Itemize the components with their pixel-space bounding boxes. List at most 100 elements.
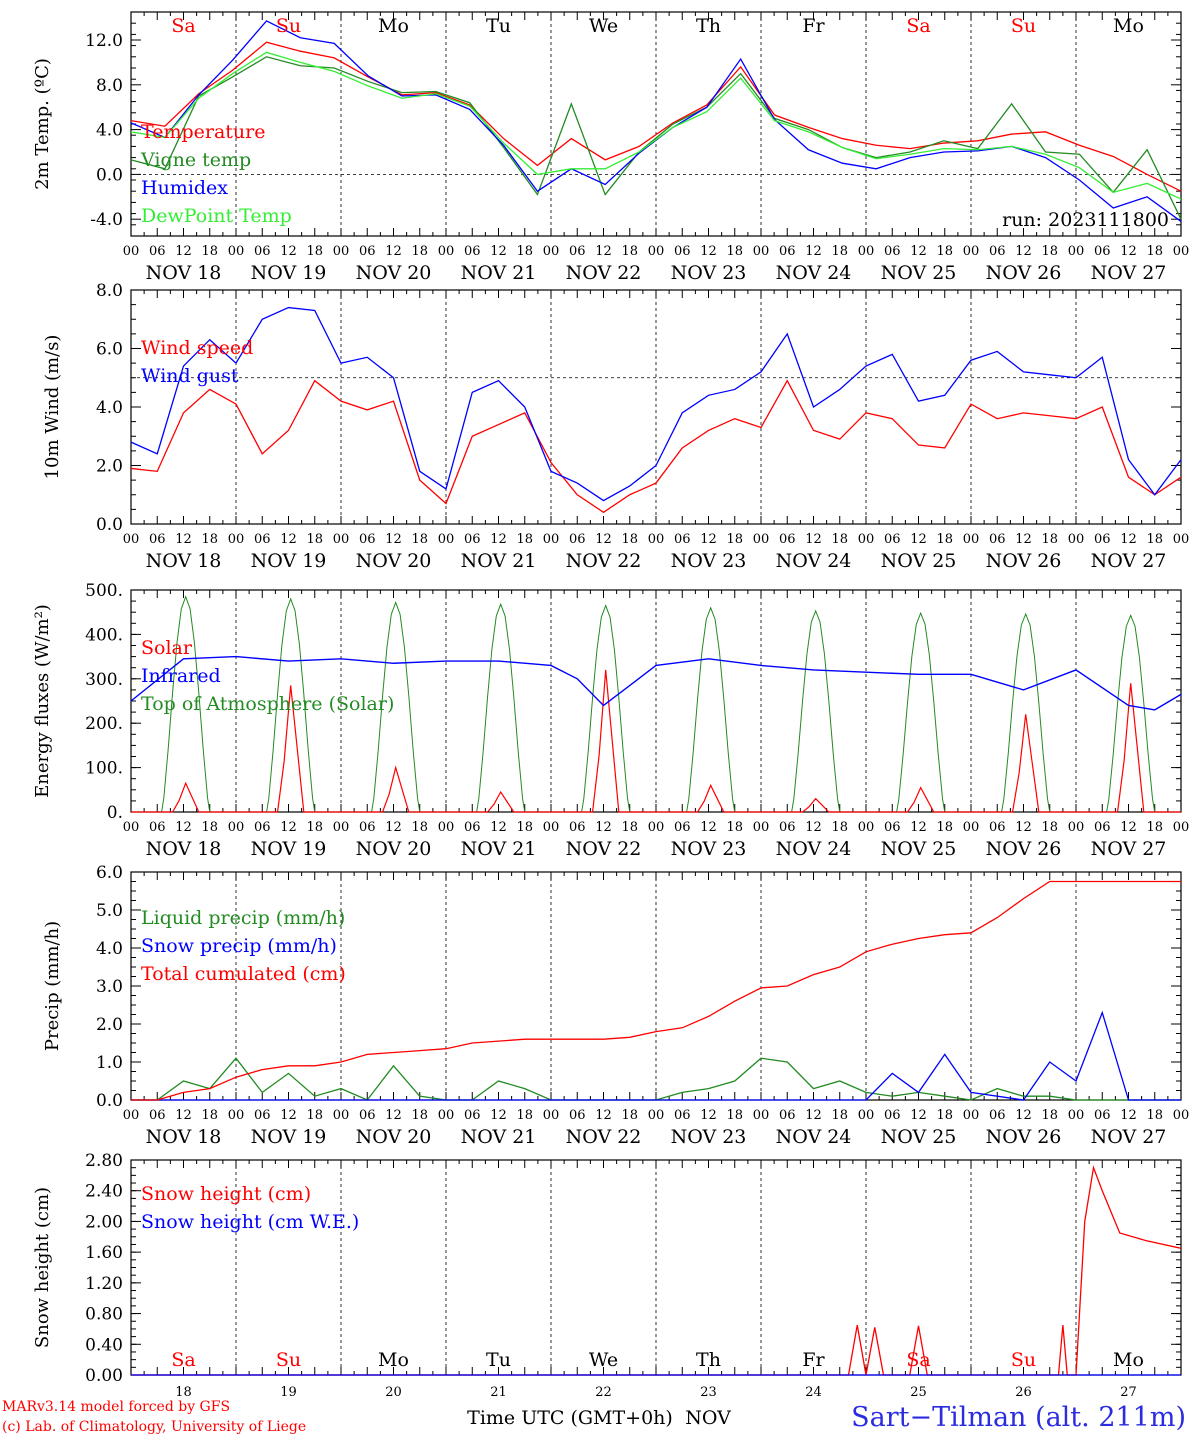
x-hour-label: 06 [989,244,1006,259]
x-hour-label: 06 [569,1108,586,1123]
x-hour-label: 06 [569,820,586,835]
x-hour-label: 12 [1015,1108,1032,1123]
x-hour-label: 06 [359,1108,376,1123]
x-hour-label: 12 [490,1108,507,1123]
x-hour-label: 00 [753,244,770,259]
x-hour-label: 18 [411,1108,428,1123]
x-date-label: NOV 23 [671,262,747,284]
x-hour-label: 00 [228,532,245,547]
x-hour-label: 00 [1173,244,1190,259]
x-date-label: NOV 26 [986,550,1062,572]
y-tick-label: 8.0 [96,76,123,96]
legend-entry: Top of Atmosphere (Solar) [141,693,394,715]
series-line-1 [130,379,1182,514]
x-hour-label: 12 [280,820,297,835]
x-hour-label: 06 [464,820,481,835]
x-hour-label: 00 [333,820,350,835]
x-hour-label: 00 [648,820,665,835]
x-hour-label: 12 [1120,1108,1137,1123]
x-hour-label: 12 [595,532,612,547]
day-name: Mo [1113,15,1144,37]
x-hour-label: 00 [438,820,455,835]
x-hour-label: 06 [569,244,586,259]
x-hour-label: 12 [595,244,612,259]
day-name: Fr [802,15,825,37]
x-date-label: NOV 25 [881,1126,957,1148]
y-tick-label: 0.80 [85,1305,123,1325]
x-hour-label: 00 [1068,820,1085,835]
x-hour-label: 12 [805,820,822,835]
x-date-label: NOV 26 [986,262,1062,284]
x-hour-label: 12 [805,244,822,259]
x-hour-label: 06 [779,244,796,259]
x-hour-label: 18 [516,532,533,547]
x-date-label: NOV 20 [356,838,432,860]
x-date-label: NOV 24 [776,1126,852,1148]
x-hour-label: 06 [359,820,376,835]
x-hour-label: 18 [831,1108,848,1123]
x-hour-label: 18 [936,820,953,835]
y-tick-label: 500. [85,581,123,601]
x-hour-label: 06 [989,532,1006,547]
x-hour-label: 00 [543,244,560,259]
series-line-4 [130,51,1182,200]
x-date-label: NOV 26 [986,838,1062,860]
x-hour-label: 00 [543,532,560,547]
x-hour-label: 12 [280,244,297,259]
x-hour-label: 06 [569,532,586,547]
day-name: Sa [171,1349,195,1371]
x-hour-label: 12 [1015,532,1032,547]
x-date-label: NOV 19 [251,1126,327,1148]
x-hour-label: 00 [1173,1108,1190,1123]
x-date-label: NOV 19 [251,838,327,860]
x-hour-label: 18 [1041,1108,1058,1123]
x-date-label: NOV 19 [251,262,327,284]
x-hour-label: 00 [1068,532,1085,547]
x-hour-label: 18 [306,532,323,547]
x-hour-label: 06 [779,820,796,835]
x-hour-label: 12 [1120,532,1137,547]
x-hour-label: 06 [254,820,271,835]
x-hour-label: 18 [201,820,218,835]
x-hour-label: 12 [805,532,822,547]
x-date-label: 22 [595,1385,612,1400]
y-tick-label: 2.0 [96,457,123,477]
x-hour-label: 18 [831,820,848,835]
x-hour-label: 06 [254,1108,271,1123]
x-hour-label: 12 [385,1108,402,1123]
legend-entry: Total cumulated (cm) [141,963,346,985]
x-hour-label: 06 [254,244,271,259]
x-date-label: NOV 22 [566,838,642,860]
x-hour-label: 06 [779,532,796,547]
x-date-label: NOV 27 [1091,550,1167,572]
x-hour-label: 06 [254,532,271,547]
station-title: Sart−Tilman (alt. 211m) [851,1402,1186,1433]
day-name: Sa [171,15,195,37]
x-hour-label: 00 [858,244,875,259]
x-hour-label: 00 [333,1108,350,1123]
x-date-label: 20 [385,1385,402,1400]
y-tick-label: 0.00 [85,1366,123,1386]
x-date-label: 25 [910,1385,927,1400]
x-hour-label: 00 [123,532,140,547]
y-tick-label: 2.0 [96,1015,123,1035]
y-tick-label: 2.40 [85,1182,123,1202]
x-hour-label: 06 [674,1108,691,1123]
x-hour-label: 06 [884,1108,901,1123]
y-tick-label: 1.20 [85,1274,123,1294]
series-solar [131,669,1181,813]
x-hour-label: 06 [149,820,166,835]
day-name: We [589,15,618,37]
y-tick-label: 12.0 [85,31,123,51]
x-date-label: NOV 24 [776,550,852,572]
y-tick-label: 4.0 [96,398,123,418]
x-hour-label: 18 [201,244,218,259]
x-hour-label: 12 [385,820,402,835]
x-hour-label: 18 [621,1108,638,1123]
x-hour-label: 18 [936,532,953,547]
x-hour-label: 18 [516,244,533,259]
y-tick-label: 2.80 [85,1151,123,1171]
x-hour-label: 00 [648,244,665,259]
x-date-label: NOV 21 [461,550,537,572]
